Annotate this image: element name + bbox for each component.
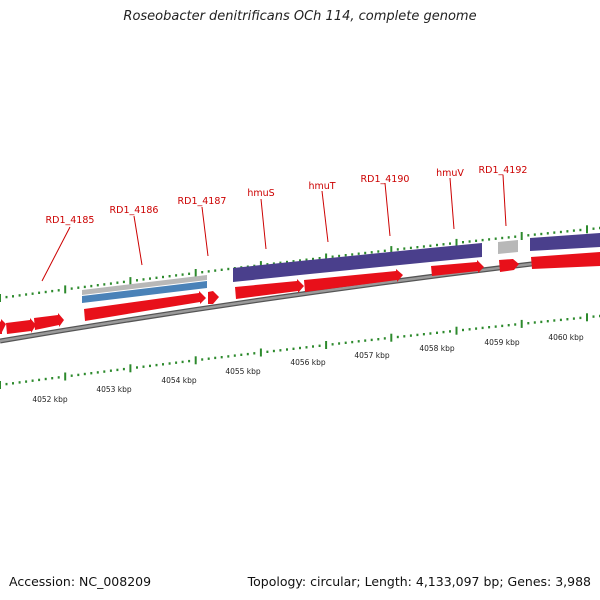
grey-feature[interactable] — [82, 275, 207, 295]
gene-label[interactable]: hmuT — [308, 181, 335, 192]
kbp-label: 4054 kbp — [161, 376, 197, 385]
cds-arrow[interactable] — [431, 260, 484, 276]
cds-forward-track — [0, 252, 600, 334]
label-pointer — [502, 174, 507, 227]
blue-feature[interactable] — [82, 281, 207, 303]
cds-arrow[interactable] — [0, 319, 6, 334]
kbp-label: 4053 kbp — [96, 385, 132, 394]
feature-track — [82, 233, 600, 303]
label-pointer — [384, 182, 391, 237]
kbp-label: 4059 kbp — [484, 338, 520, 347]
label-pointer — [133, 215, 143, 266]
gene-label[interactable]: RD1_4187 — [178, 196, 227, 207]
kbp-labels: 4052 kbp 4053 kbp 4054 kbp 4055 kbp 4056… — [32, 333, 584, 404]
label-pointer — [260, 198, 267, 250]
purple-feature[interactable] — [430, 243, 482, 262]
label-pointer — [41, 226, 71, 282]
gene-label[interactable]: hmuV — [436, 168, 464, 179]
gene-label[interactable]: RD1_4192 — [479, 165, 528, 176]
kbp-label: 4052 kbp — [32, 395, 68, 404]
gene-label[interactable]: RD1_4186 — [110, 205, 159, 216]
cds-arrow[interactable] — [34, 313, 64, 330]
cds-arrow[interactable] — [6, 318, 36, 334]
lower-tick-track — [0, 313, 600, 389]
cds-arrow[interactable] — [208, 291, 219, 304]
label-pointer — [201, 206, 209, 257]
grey-feature[interactable] — [498, 240, 518, 254]
kbp-label: 4056 kbp — [290, 358, 326, 367]
kbp-label: 4057 kbp — [354, 351, 390, 360]
gene-label[interactable]: RD1_4185 — [46, 215, 95, 226]
kbp-label: 4055 kbp — [225, 367, 261, 376]
gene-label[interactable]: hmuS — [247, 188, 274, 199]
cds-arrow[interactable] — [499, 259, 519, 272]
cds-arrow[interactable] — [304, 269, 403, 292]
accession-label: Accession: NC_008209 — [9, 574, 152, 589]
purple-feature[interactable] — [233, 261, 300, 282]
upper-tick-track — [0, 225, 600, 302]
cds-arrow[interactable] — [531, 252, 600, 269]
genome-summary: Topology: circular; Length: 4,133,097 bp… — [247, 574, 591, 589]
gene-labels: RD1_4185 RD1_4186 RD1_4187 hmuS hmuT RD1… — [41, 165, 528, 282]
label-pointer — [449, 177, 455, 230]
cds-arrow[interactable] — [84, 291, 206, 321]
purple-feature[interactable] — [300, 248, 430, 275]
purple-feature[interactable] — [530, 233, 600, 251]
label-pointer — [321, 190, 329, 243]
kbp-label: 4058 kbp — [419, 344, 455, 353]
kbp-label: 4060 kbp — [548, 333, 584, 342]
gene-label[interactable]: RD1_4190 — [361, 174, 410, 185]
cds-arrow[interactable] — [235, 279, 304, 299]
map-title: Roseobacter denitrificans OCh 114, compl… — [123, 9, 477, 24]
